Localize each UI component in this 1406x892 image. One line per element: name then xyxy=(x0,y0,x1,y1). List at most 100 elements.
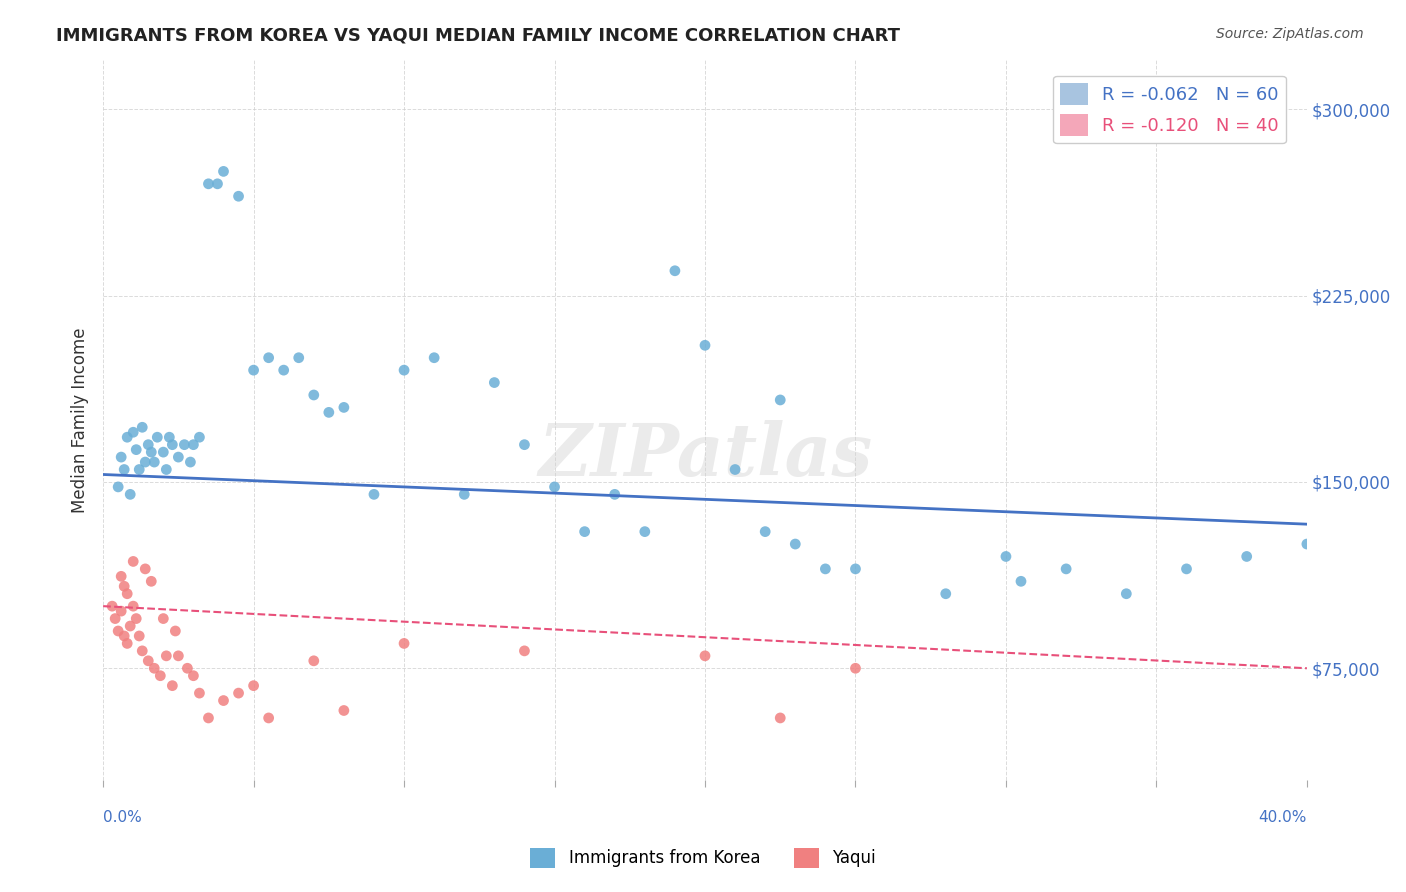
Point xyxy=(207,177,229,191)
Point xyxy=(165,624,187,638)
Text: Source: ZipAtlas.com: Source: ZipAtlas.com xyxy=(1216,27,1364,41)
Point xyxy=(543,480,565,494)
Point xyxy=(115,430,138,444)
Point xyxy=(162,679,184,693)
Point xyxy=(125,442,148,457)
Text: 40.0%: 40.0% xyxy=(1258,810,1308,825)
Point xyxy=(228,189,250,203)
Point xyxy=(157,430,180,444)
Point xyxy=(141,445,163,459)
Point xyxy=(120,619,142,633)
Point xyxy=(724,462,747,476)
Point xyxy=(1115,587,1137,601)
Point xyxy=(104,611,127,625)
Y-axis label: Median Family Income: Median Family Income xyxy=(72,327,89,513)
Point xyxy=(754,524,776,539)
Point xyxy=(287,351,309,365)
Point xyxy=(994,549,1017,564)
Point xyxy=(242,363,264,377)
Point xyxy=(149,669,172,683)
Point xyxy=(122,425,145,440)
Point xyxy=(136,654,159,668)
Point xyxy=(134,455,156,469)
Point xyxy=(125,611,148,625)
Point xyxy=(453,487,475,501)
Point xyxy=(110,450,132,464)
Legend: Immigrants from Korea, Yaqui: Immigrants from Korea, Yaqui xyxy=(524,841,882,875)
Point xyxy=(257,711,280,725)
Point xyxy=(141,574,163,589)
Point xyxy=(179,455,201,469)
Point xyxy=(167,450,190,464)
Point xyxy=(131,644,153,658)
Point xyxy=(183,669,205,683)
Point xyxy=(146,430,169,444)
Point xyxy=(162,438,184,452)
Point xyxy=(844,562,866,576)
Point xyxy=(257,351,280,365)
Point xyxy=(188,686,211,700)
Point xyxy=(176,661,198,675)
Text: IMMIGRANTS FROM KOREA VS YAQUI MEDIAN FAMILY INCOME CORRELATION CHART: IMMIGRANTS FROM KOREA VS YAQUI MEDIAN FA… xyxy=(56,27,900,45)
Point xyxy=(769,711,792,725)
Point xyxy=(363,487,385,501)
Point xyxy=(136,438,159,452)
Point xyxy=(769,392,792,407)
Point xyxy=(110,604,132,618)
Point xyxy=(1010,574,1032,589)
Point xyxy=(128,629,150,643)
Point xyxy=(152,445,174,459)
Point xyxy=(112,579,135,593)
Point xyxy=(112,629,135,643)
Point xyxy=(693,648,716,663)
Point xyxy=(333,401,356,415)
Point xyxy=(173,438,195,452)
Point xyxy=(143,661,166,675)
Point xyxy=(155,462,177,476)
Point xyxy=(107,480,129,494)
Point xyxy=(273,363,295,377)
Point xyxy=(1175,562,1198,576)
Point xyxy=(1296,537,1319,551)
Point xyxy=(112,462,135,476)
Point xyxy=(110,569,132,583)
Point xyxy=(122,599,145,614)
Text: ZIPatlas: ZIPatlas xyxy=(538,420,872,491)
Legend: R = -0.062   N = 60, R = -0.120   N = 40: R = -0.062 N = 60, R = -0.120 N = 40 xyxy=(1053,76,1286,144)
Point xyxy=(143,455,166,469)
Point xyxy=(844,661,866,675)
Point xyxy=(167,648,190,663)
Point xyxy=(152,611,174,625)
Point xyxy=(935,587,957,601)
Point xyxy=(785,537,807,551)
Point xyxy=(107,624,129,638)
Point xyxy=(155,648,177,663)
Point xyxy=(513,644,536,658)
Point xyxy=(1236,549,1258,564)
Point xyxy=(574,524,596,539)
Point xyxy=(131,420,153,434)
Point xyxy=(693,338,716,352)
Point xyxy=(115,636,138,650)
Text: 0.0%: 0.0% xyxy=(103,810,142,825)
Point xyxy=(302,654,325,668)
Point xyxy=(212,693,235,707)
Point xyxy=(188,430,211,444)
Point xyxy=(115,587,138,601)
Point xyxy=(603,487,626,501)
Point xyxy=(183,438,205,452)
Point xyxy=(122,554,145,568)
Point xyxy=(242,679,264,693)
Point xyxy=(197,711,219,725)
Point xyxy=(664,264,686,278)
Point xyxy=(484,376,506,390)
Point xyxy=(814,562,837,576)
Point xyxy=(101,599,124,614)
Point xyxy=(423,351,446,365)
Point xyxy=(197,177,219,191)
Point xyxy=(392,363,415,377)
Point xyxy=(212,164,235,178)
Point xyxy=(228,686,250,700)
Point xyxy=(513,438,536,452)
Point xyxy=(128,462,150,476)
